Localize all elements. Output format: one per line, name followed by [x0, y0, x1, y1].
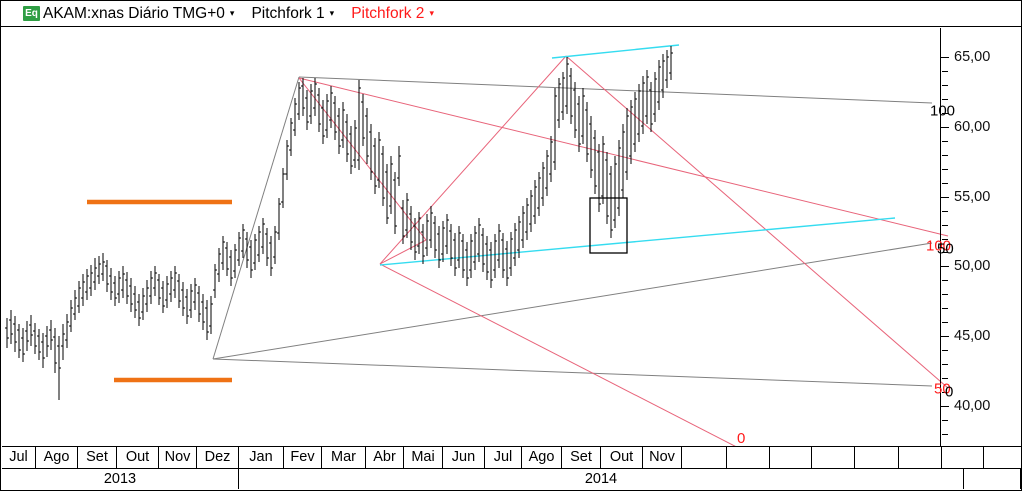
pitchfork-1-level-0-label: 0: [945, 383, 954, 401]
month-cell-empty-20[interactable]: [812, 447, 855, 468]
month-cell-out-15[interactable]: Out: [601, 447, 643, 468]
price-label-40: 40,00: [954, 398, 991, 414]
month-cell-empty-23[interactable]: [942, 447, 984, 468]
cyan-trend-lines: [379, 44, 896, 266]
month-cell-jul-0[interactable]: Jul: [2, 447, 36, 468]
price-axis-line: [940, 28, 941, 448]
pitchfork-2-lines: [298, 55, 949, 448]
selection-rectangle[interactable]: [589, 197, 628, 254]
month-cell-out-3[interactable]: Out: [117, 447, 159, 468]
price-label-50: 50,00: [954, 258, 991, 274]
tool-pitchfork-1[interactable]: Pitchfork 1 ▾: [251, 5, 334, 23]
tool-pitchfork-1-label: Pitchfork 1: [251, 4, 325, 22]
chart-plot-area[interactable]: 0: [2, 28, 1021, 448]
pitchfork-2-level-0-label: 0: [737, 430, 745, 447]
ohlc-price-bars: [5, 46, 673, 400]
eq-green-icon: Eq: [23, 6, 40, 21]
month-cell-empty-19[interactable]: [770, 447, 812, 468]
chevron-down-icon[interactable]: ▾: [429, 7, 434, 18]
pitchfork-1-level-100-label: 100: [930, 102, 956, 120]
pitchfork-1-level-50-label: 50: [937, 240, 954, 258]
month-row[interactable]: Jul Ago Set Out Nov Dez Jan Fev Mar Abr Mai Jun Jul A…: [2, 447, 1021, 469]
month-cell-empty-24[interactable]: [984, 447, 1022, 468]
month-cell-dez-5[interactable]: Dez: [197, 447, 239, 468]
month-cell-ago-13[interactable]: Ago: [522, 447, 562, 468]
price-axis[interactable]: 65,00 60,00 55,00 50,00 45,00 40,00: [930, 28, 1020, 448]
symbol-label: AKAM:xnas Diário TMG+0: [43, 4, 225, 22]
month-cell-jul-12[interactable]: Jul: [485, 447, 522, 468]
year-cell-2013: 2013: [2, 469, 239, 489]
month-cell-nov-4[interactable]: Nov: [159, 447, 197, 468]
price-label-55: 55,00: [954, 189, 991, 205]
pitchfork-1-lines: [212, 76, 933, 387]
month-cell-abr-9[interactable]: Abr: [366, 447, 404, 468]
price-label-45: 45,00: [954, 328, 991, 344]
month-cell-set-14[interactable]: Set: [562, 447, 601, 468]
month-cell-empty-22[interactable]: [899, 447, 942, 468]
month-cell-nov-16[interactable]: Nov: [643, 447, 682, 468]
chart-canvas: 0: [5, 44, 949, 448]
month-cell-jun-11[interactable]: Jun: [443, 447, 485, 468]
support-resistance-lines[interactable]: [87, 199, 232, 383]
month-cell-empty-18[interactable]: [727, 447, 770, 468]
year-cell-2014: 2014: [239, 469, 964, 489]
chevron-down-icon[interactable]: ▾: [229, 7, 235, 18]
chevron-down-icon[interactable]: ▾: [329, 7, 335, 18]
time-axis[interactable]: Jul Ago Set Out Nov Dez Jan Fev Mar Abr Mai Jun Jul A…: [2, 446, 1021, 489]
symbol-title[interactable]: AKAM:xnas Diário TMG+0 ▾: [43, 5, 234, 23]
month-cell-fev-7[interactable]: Fev: [284, 447, 322, 468]
price-label-65: 65,00: [954, 49, 991, 65]
year-cell-empty-2: [964, 469, 1021, 489]
month-cell-ago-1[interactable]: Ago: [36, 447, 78, 468]
year-row: 2013 2014: [2, 469, 1021, 489]
price-label-60: 60,00: [954, 119, 991, 135]
pitchfork-2-level-100-label: 100: [926, 237, 952, 255]
chart-toolbar: Eq AKAM:xnas Diário TMG+0 ▾ Pitchfork 1 ▾ …: [1, 1, 1021, 27]
month-cell-jan-6[interactable]: Jan: [239, 447, 284, 468]
month-cell-mar-8[interactable]: Mar: [322, 447, 366, 468]
pitchfork-2-level-50-label: 50: [934, 380, 951, 398]
month-cell-mai-10[interactable]: Mai: [404, 447, 443, 468]
tool-pitchfork-2[interactable]: Pitchfork 2 ▾: [351, 5, 434, 23]
month-cell-empty-17[interactable]: [682, 447, 727, 468]
tool-pitchfork-2-label: Pitchfork 2: [351, 4, 425, 22]
month-cell-set-2[interactable]: Set: [78, 447, 117, 468]
month-cell-empty-21[interactable]: [855, 447, 899, 468]
